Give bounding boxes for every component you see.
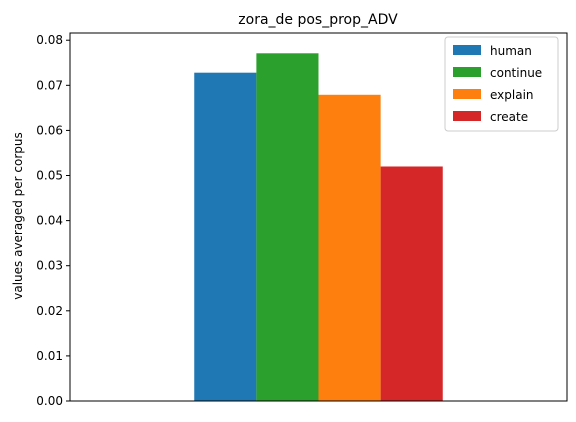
y-tick-label: 0.04 (36, 214, 63, 228)
bar-explain (318, 94, 381, 402)
legend: human continue explain create (444, 36, 559, 132)
y-axis-ticks: 0.00 0.01 0.02 0.03 0.04 0.05 0.06 0.07 0.08 (36, 33, 70, 408)
y-axis-label: values averaged per corpus (11, 132, 25, 300)
y-tick-label: 0.03 (36, 259, 63, 273)
y-tick-label: 0.06 (36, 123, 63, 137)
plot-frame (69, 32, 568, 402)
bar-human (194, 72, 257, 401)
legend-label-human: human (490, 44, 532, 58)
legend-label-continue: continue (490, 66, 542, 80)
y-tick-label: 0.08 (36, 33, 63, 47)
legend-label-create: create (490, 110, 528, 124)
bars-layer (194, 53, 443, 402)
y-tick-label: 0.02 (36, 304, 63, 318)
bar-create (380, 166, 443, 401)
y-tick-label: 0.01 (36, 349, 63, 363)
y-tick-label: 0.05 (36, 169, 63, 183)
y-tick-label: 0.07 (36, 78, 63, 92)
legend-swatch-create (453, 111, 481, 121)
bar-continue (256, 53, 319, 401)
legend-swatch-continue (453, 67, 481, 77)
legend-label-explain: explain (490, 88, 534, 102)
legend-box (444, 36, 559, 132)
legend-swatch-human (453, 45, 481, 55)
legend-swatch-explain (453, 89, 481, 99)
y-tick-label: 0.00 (36, 394, 63, 408)
chart-title: zora_de pos_prop_ADV (238, 12, 398, 28)
